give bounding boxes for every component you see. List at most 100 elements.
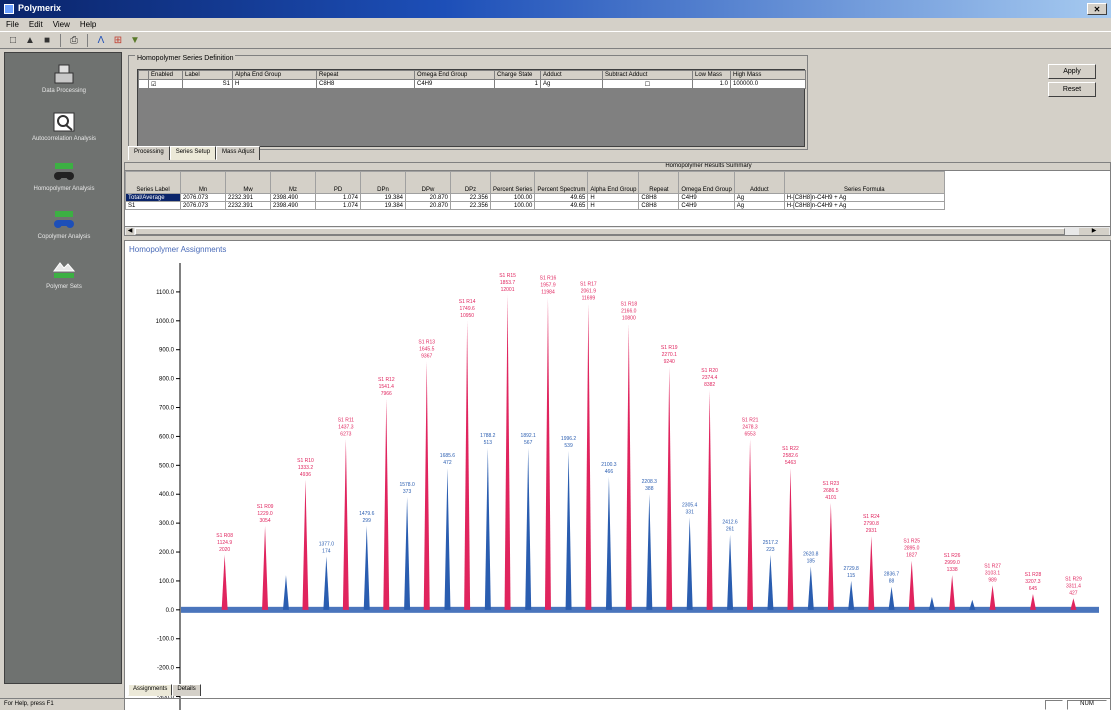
sidebar-item-polymer-sets[interactable]: Polymer Sets [5,259,123,290]
results-header: DPz [450,171,491,194]
unassigned-peak-label: 223 [766,547,775,553]
tab-details[interactable]: Details [172,684,201,696]
grid-cell[interactable]: Ag [540,79,603,89]
grid-cell[interactable]: 1 [494,79,541,89]
grid-cell[interactable]: H [232,79,317,89]
results-cell: 20.870 [405,201,451,210]
grid-header: Subtract Adduct [602,70,693,80]
series-definition-grid[interactable]: Enabled Label Alpha End Group Repeat Ome… [137,69,806,147]
results-cell: S1 [125,201,181,210]
baseline-noise [181,606,1099,613]
unassigned-peak-label: 1479.6 [359,511,375,517]
apply-button[interactable]: Apply [1048,64,1096,79]
unassigned-peak-label: 2620.8 [803,551,819,557]
peak-label: S1 R15 [499,273,516,279]
unassigned-peak-label: 299 [363,518,372,524]
unassigned-peak [928,596,935,610]
assigned-peak [585,303,592,610]
close-button[interactable]: ✕ [1087,3,1107,15]
results-header: DPw [405,171,451,194]
grid-header: Enabled [148,70,183,80]
results-row-total[interactable]: Total/Average 2076.073 2232.391 2398.490… [125,193,945,202]
tab-processing[interactable]: Processing [128,146,170,160]
peak-label: 3054 [259,518,270,524]
assigned-peak [827,502,834,610]
peak-label: 2895.0 [904,546,920,552]
series-definition-group: Homopolymer Series Definition Enabled La… [128,55,808,150]
results-header: Repeat [638,171,680,194]
polymer-sets-icon [52,259,76,281]
grid-cell[interactable]: 1.0 [692,79,731,89]
peak-label: 2931 [866,528,877,534]
menu-view[interactable]: View [52,20,70,29]
peak-label: S1 R18 [620,302,637,308]
results-header: Mn [180,171,226,194]
peak-label: 2020 [219,547,230,553]
peak-label: 1853.7 [500,280,516,286]
results-cell: 2076.073 [180,201,226,210]
tab-strip: Processing Series Setup Mass Adjust [128,146,261,160]
series-definition-title: Homopolymer Series Definition [135,55,236,62]
sidebar-item-copolymer[interactable]: Copolymer Analysis [5,209,123,240]
y-tick-label: 100.0 [159,579,175,585]
results-row-s1[interactable]: S1 2076.073 2232.391 2398.490 1.074 19.3… [125,201,945,210]
results-cell: 2232.391 [225,201,271,210]
subtract-adduct-checkbox[interactable]: ☐ [602,79,693,89]
unassigned-peak [686,517,693,610]
results-header: Alpha End Group [587,171,640,194]
grid-row[interactable]: ☑ S1 H C8H8 C4H9 1 Ag ☐ 1.0 100000.0 [138,79,806,89]
new-icon[interactable]: □ [9,35,17,46]
scroll-thumb[interactable] [135,228,1065,235]
toolbar-separator [60,34,61,47]
grid-header: Adduct [540,70,603,80]
tab-assignments[interactable]: Assignments [128,684,173,696]
sidebar-label: Autocorrelation Analysis [31,136,97,142]
menu-help[interactable]: Help [79,20,97,29]
enabled-checkbox[interactable]: ☑ [148,79,183,89]
assigned-peak [504,294,511,610]
grid-cell[interactable]: C4H9 [414,79,495,89]
reset-button[interactable]: Reset [1048,82,1096,97]
grid-cell[interactable]: S1 [182,79,233,89]
peak-label: 2790.8 [864,521,880,527]
results-cell: C8H8 [638,201,680,210]
filter-icon[interactable]: ▼ [130,35,140,46]
peak-label: S1 R14 [459,299,476,305]
unassigned-peak-label: 185 [807,558,816,564]
peak-label: 3103.1 [985,570,1001,576]
menu-file[interactable]: File [6,20,19,29]
peak-label: S1 R22 [782,446,799,452]
sidebar-item-data-processing[interactable]: Data Processing [5,63,123,94]
grid-cell[interactable]: C8H8 [316,79,415,89]
spectrum-icon[interactable]: ⊞ [113,35,123,46]
assigned-peak [262,526,269,610]
tab-series-setup[interactable]: Series Setup [169,146,217,160]
sidebar-item-homopolymer[interactable]: Homopolymer Analysis [5,161,123,192]
y-tick-label: -200.0 [157,666,175,672]
y-tick-label: 600.0 [159,434,175,440]
chart-icon[interactable]: Λ [97,35,105,46]
assigned-peak [747,439,754,610]
peak-label: 1827 [906,553,917,559]
open-icon[interactable]: ▲ [25,35,35,46]
scroll-left-arrow[interactable]: ◀ [126,228,134,235]
status-panel [1045,700,1063,710]
peak-label: 2270.1 [662,352,678,358]
peak-label: 1645.5 [419,346,435,352]
spectrum-chart[interactable]: -300.0 -200.0 -100.0 0.0 100.0 200.0 300.0 400.… [125,241,1110,710]
menu-edit[interactable]: Edit [28,20,43,29]
y-tick-label: -300.0 [157,695,175,701]
save-icon[interactable]: ■ [43,35,51,46]
results-scrollbar[interactable]: ◀ ▶ [125,226,1110,235]
grid-cell[interactable]: 100000.0 [730,79,806,89]
tab-mass-adjust[interactable]: Mass Adjust [216,146,261,160]
assigned-peak [787,468,794,610]
results-table[interactable]: Series Label Mn Mw Mz PD DPn DPw DPz Per… [125,171,945,210]
grid-cell [138,79,149,89]
results-cell: 2232.391 [225,193,271,202]
toolbar-separator [87,34,88,47]
results-header: Mw [225,171,271,194]
sidebar-item-autocorrelation[interactable]: Autocorrelation Analysis [5,111,123,142]
print-icon[interactable]: ⎙ [70,35,78,46]
scroll-right-arrow[interactable]: ▶ [1079,228,1109,235]
